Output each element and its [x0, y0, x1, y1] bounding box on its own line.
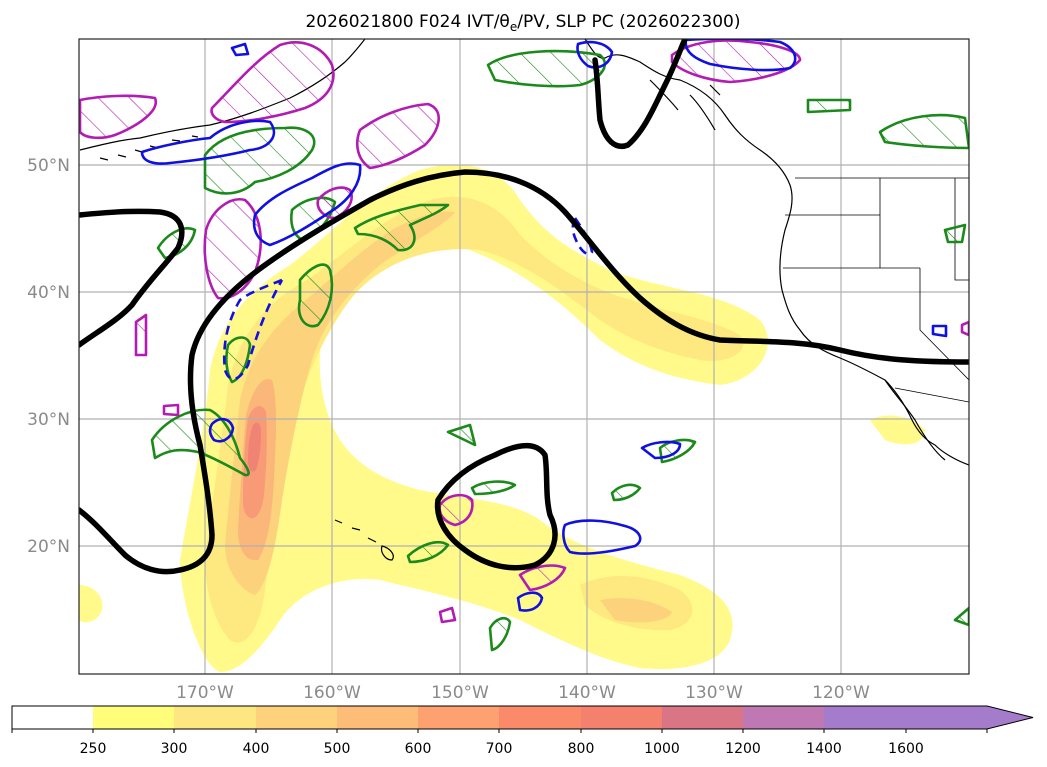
pv-magenta-island	[438, 493, 474, 527]
pv-magenta-ring	[316, 186, 353, 220]
lon-label-120: 120°W	[812, 683, 870, 703]
longitude-labels: 170°W 160°W 150°W 140°W 130°W 120°W	[176, 683, 870, 703]
map-panel	[79, 39, 969, 674]
pv-green-far-se	[953, 606, 969, 627]
cbar-seg-10	[824, 706, 906, 729]
ivt-band-700	[248, 422, 261, 472]
pv-magenta-center	[356, 102, 440, 170]
pv-blue-small-south	[516, 591, 544, 612]
colorbar: 250 300 400 500 600 700 800 1000 1200 14…	[11, 705, 1034, 757]
cbar-seg-8	[662, 706, 743, 729]
pv-green-ne1	[878, 113, 969, 150]
slp-island-low	[434, 442, 558, 571]
pv-magenta-east	[960, 320, 969, 337]
pv-green-south	[488, 616, 512, 652]
cbar-tick-500: 500	[324, 741, 351, 757]
cbar-tick-1200: 1200	[725, 741, 761, 757]
pv-magenta-small	[438, 606, 457, 624]
map-frame	[78, 38, 970, 675]
figure-title: 2026021800 F024 IVT/θe/PV, SLP PC (20260…	[305, 12, 740, 34]
ivt-band-300	[205, 196, 744, 643]
cbar-seg-9	[743, 706, 824, 729]
cbar-seg-4	[337, 706, 418, 729]
baja-california	[884, 379, 946, 461]
cbar-tick-1600: 1600	[888, 741, 924, 757]
pv-green-mid-c	[406, 540, 450, 564]
pv-green-mid-a	[446, 423, 477, 447]
political-borders	[783, 177, 969, 403]
cbar-seg-0	[12, 706, 93, 729]
cbar-outline	[11, 705, 1034, 730]
pv-blue-gulf	[140, 119, 276, 165]
pv-green-mid-b	[470, 480, 517, 496]
lon-label-170: 170°W	[176, 683, 234, 703]
ivt-band-250-w	[79, 585, 103, 623]
pv-green-se-a	[610, 483, 642, 502]
pv-green-north	[486, 49, 607, 88]
pv-magenta-ne	[670, 39, 802, 84]
cbar-seg-6	[499, 706, 581, 729]
pv-blue-ne	[576, 40, 614, 69]
pv-magenta-northwest	[79, 94, 158, 140]
pv-green-west-b	[225, 336, 252, 384]
pv-blue-se	[640, 440, 682, 460]
lat-label-20: 20°N	[27, 537, 70, 557]
cbar-tick-400: 400	[243, 741, 270, 757]
lon-label-140: 140°W	[558, 683, 616, 703]
pv-blue-east	[931, 324, 948, 338]
slp-contours	[79, 39, 969, 575]
pv-green-ne2	[806, 98, 852, 114]
cbar-seg-7	[581, 706, 662, 729]
slp-north-contour	[592, 39, 688, 149]
pv-green-ne3	[943, 223, 967, 244]
cbar-seg-1	[93, 706, 174, 729]
canada-islands	[649, 79, 721, 131]
lat-label-30: 30°N	[27, 410, 70, 430]
pv-magenta-sw-small	[162, 403, 180, 417]
pv-blue-center-south	[562, 519, 642, 555]
pv-magenta-contours	[79, 39, 969, 624]
graticule	[79, 39, 969, 674]
hawaii-islands	[334, 519, 394, 561]
cbar-tick-1400: 1400	[806, 741, 842, 757]
cbar-seg-3	[256, 706, 337, 729]
us-mexico-border	[894, 387, 969, 403]
aleutian-islands	[99, 135, 199, 161]
pv-blue-dashed-west	[223, 278, 284, 381]
slp-high-ring	[79, 169, 969, 575]
pv-green-cross	[353, 203, 450, 252]
cbar-tick-300: 300	[161, 741, 188, 757]
latitude-labels: 50°N 40°N 30°N 20°N	[27, 156, 70, 557]
pv-magenta-south	[518, 564, 567, 592]
coastlines	[79, 39, 969, 561]
lon-label-160: 160°W	[303, 683, 361, 703]
cbar-seg-2	[174, 706, 256, 729]
cbar-tick-700: 700	[486, 741, 513, 757]
cbar-tick-1000: 1000	[644, 741, 680, 757]
cbar-ticks	[11, 729, 988, 733]
pv-magenta-west-small	[134, 313, 148, 357]
lat-label-40: 40°N	[27, 283, 70, 303]
cbar-tick-250: 250	[80, 741, 107, 757]
pv-blue-north	[230, 42, 250, 57]
slp-main-contour	[79, 208, 185, 348]
pv-blue-loop	[252, 162, 362, 247]
cbar-tick-600: 600	[405, 741, 432, 757]
lon-label-130: 130°W	[685, 683, 743, 703]
pv-green-gulf-alaska	[203, 126, 316, 195]
lat-label-50: 50°N	[27, 156, 70, 176]
lon-label-150: 150°W	[431, 683, 489, 703]
cbar-seg-5	[418, 706, 499, 729]
east-border	[954, 178, 969, 281]
pv-green-spine	[297, 263, 334, 328]
ivt-band-250-se	[870, 415, 925, 445]
cbar-seg-11-extend	[906, 706, 1033, 729]
pv-blue-sw	[208, 417, 235, 443]
pv-blue-contours	[140, 39, 948, 612]
pv-magenta-alaska	[210, 41, 335, 124]
cbar-tick-800: 800	[568, 741, 595, 757]
